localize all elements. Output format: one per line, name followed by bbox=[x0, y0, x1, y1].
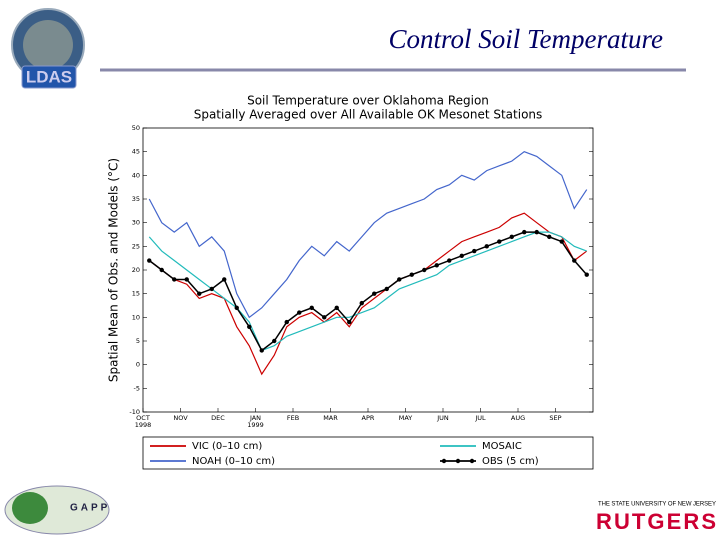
series-line bbox=[148, 212, 588, 376]
series-marker bbox=[309, 305, 314, 311]
series-marker bbox=[472, 248, 477, 254]
series-line bbox=[148, 231, 587, 352]
chart-subtitle: Spatially Averaged over All Available OK… bbox=[194, 108, 543, 122]
x-tick-label: FEB bbox=[287, 414, 299, 422]
x-tick-label: OCT 1998 bbox=[135, 414, 152, 429]
x-tick-label: AUG bbox=[511, 414, 525, 422]
series-marker bbox=[484, 244, 489, 249]
y-tick-label: 25 bbox=[132, 242, 140, 250]
x-tick-label: APR bbox=[362, 414, 375, 422]
x-tick-label: JAN 1999 bbox=[247, 414, 264, 429]
rutgers-logo: THE STATE UNIVERSITY OF NEW JERSEY RUTGE… bbox=[596, 502, 716, 534]
y-tick-label: 20 bbox=[132, 266, 140, 274]
legend-box bbox=[142, 436, 594, 470]
series-marker bbox=[397, 277, 402, 282]
series-marker bbox=[297, 310, 302, 315]
legend-marker bbox=[441, 458, 447, 464]
series-marker bbox=[234, 305, 239, 311]
x-tick-label: SEP bbox=[549, 414, 561, 422]
series-line bbox=[148, 150, 588, 319]
legend-label: NOAH (0–10 cm) bbox=[192, 456, 275, 467]
x-tick-label: MAY bbox=[399, 414, 413, 422]
rutgers-subtitle: THE STATE UNIVERSITY OF NEW JERSEY bbox=[598, 502, 716, 508]
series-marker bbox=[497, 239, 502, 244]
ldas-text: LDAS bbox=[26, 67, 72, 86]
series-marker bbox=[372, 291, 377, 296]
y-tick-label: 5 bbox=[136, 337, 140, 345]
series-marker bbox=[197, 291, 202, 296]
series-marker bbox=[334, 305, 339, 311]
y-tick-label: 10 bbox=[132, 313, 140, 321]
series-marker bbox=[147, 258, 152, 263]
y-tick-label: -5 bbox=[134, 384, 140, 392]
legend-label: VIC (0–10 cm) bbox=[192, 441, 262, 452]
series-marker bbox=[434, 263, 439, 268]
series-marker bbox=[209, 286, 214, 292]
y-tick-label: 40 bbox=[132, 171, 140, 179]
y-tick-label: -10 bbox=[129, 408, 140, 416]
ldas-logo: LDAS bbox=[11, 8, 85, 89]
series-marker bbox=[359, 300, 364, 306]
rutgers-text: RUTGERS bbox=[596, 509, 716, 534]
plot-frame bbox=[142, 127, 594, 413]
y-tick-label: 50 bbox=[132, 124, 140, 132]
x-tick-label: DEC bbox=[211, 414, 225, 422]
series-marker bbox=[347, 319, 352, 325]
series-marker bbox=[459, 253, 464, 258]
series-marker bbox=[222, 277, 227, 282]
x-tick-label: JUN bbox=[436, 414, 449, 422]
legend-label: MOSAIC bbox=[482, 441, 522, 452]
series-marker bbox=[247, 324, 252, 329]
chart-title: Soil Temperature over Oklahoma Region bbox=[247, 94, 489, 108]
legend-marker bbox=[469, 458, 475, 464]
series-marker bbox=[184, 277, 189, 282]
y-tick-label: 45 bbox=[132, 148, 140, 156]
y-tick-label: 35 bbox=[132, 195, 140, 203]
x-tick-label: NOV bbox=[173, 414, 188, 422]
y-tick-label: 15 bbox=[132, 290, 140, 298]
series-marker bbox=[584, 272, 589, 277]
series-marker bbox=[322, 315, 327, 320]
series-marker bbox=[159, 267, 164, 273]
series-marker bbox=[534, 229, 539, 235]
series-marker bbox=[172, 277, 177, 282]
y-axis-label: Spatial Mean of Obs. and Models (°C) bbox=[107, 158, 121, 382]
gapp-logo: GAPP bbox=[4, 485, 110, 535]
legend-label: OBS (5 cm) bbox=[482, 456, 539, 467]
series-marker bbox=[447, 258, 452, 263]
series-marker bbox=[522, 229, 527, 235]
series-marker bbox=[547, 234, 552, 240]
series-marker bbox=[272, 338, 277, 344]
slide-title: Control Soil Temperature bbox=[388, 24, 663, 54]
y-tick-label: 30 bbox=[132, 219, 140, 227]
y-tick-label: 0 bbox=[136, 361, 140, 369]
legend-marker bbox=[455, 458, 461, 464]
gapp-text: GAPP bbox=[70, 503, 110, 514]
series-marker bbox=[422, 267, 427, 273]
series-marker bbox=[572, 258, 577, 263]
series-marker bbox=[384, 286, 389, 292]
series-marker bbox=[559, 239, 564, 244]
series-marker bbox=[409, 272, 414, 277]
series-marker bbox=[284, 319, 289, 325]
x-tick-label: MAR bbox=[323, 414, 338, 422]
x-tick-label: JUL bbox=[474, 414, 486, 422]
series-marker bbox=[509, 234, 514, 240]
series-line bbox=[148, 231, 588, 352]
series-marker bbox=[259, 348, 264, 353]
